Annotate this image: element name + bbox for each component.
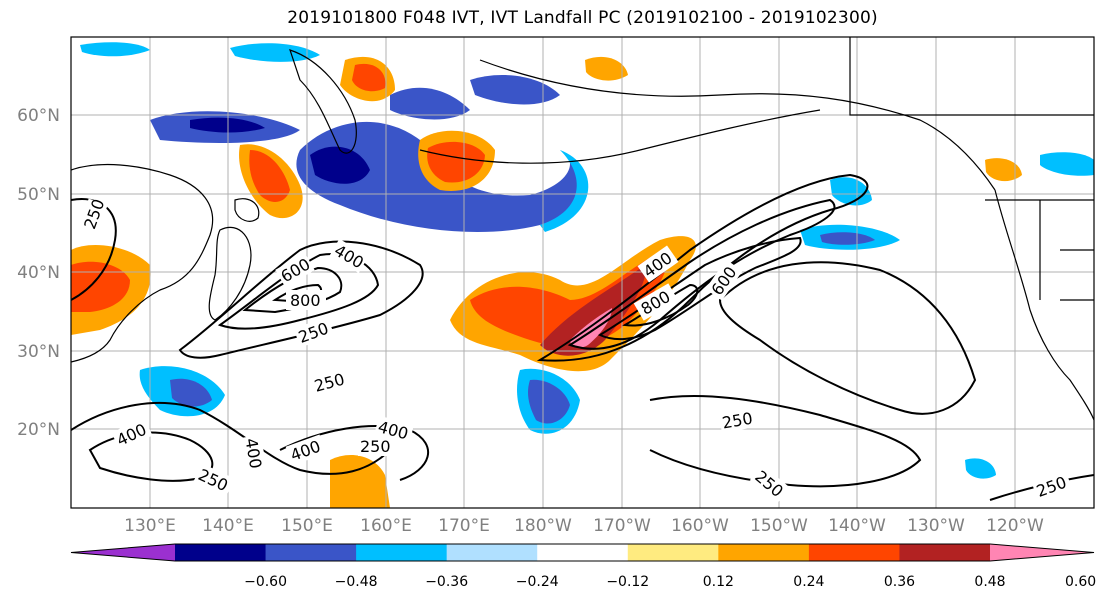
colorbar-segment [446,544,538,561]
lat-label: 50°N [17,185,60,205]
contour-kuroshio-250 [178,240,424,359]
colorbar-tick-label: −0.24 [516,574,559,590]
blue-top-mid [230,43,320,62]
lat-label: 30°N [17,342,60,362]
navy-core [310,146,370,184]
kamchatka-coast [289,49,357,154]
map-frame [70,36,1095,509]
contour-se-250 [649,394,922,488]
darkred-river [540,265,646,356]
blue-east-patch [820,232,875,245]
red-north-patch [352,63,386,92]
asia-coast [71,163,214,363]
cyan-far-ne [1040,152,1094,176]
colorbar-segment [175,544,267,561]
cyan-bottom-right [965,458,996,479]
orange-ne-patch [985,158,1022,182]
blue-patch-south [528,379,570,424]
contour-label-layer: 250 400 600 800 250 250 400 600 800 400 … [78,196,1073,504]
colorbar-segment [627,544,719,561]
red-west-edge [71,261,130,312]
na-west-coast [994,189,1094,421]
hokkaido-coast [234,198,260,222]
colorbar-tick-label: −0.48 [335,574,378,590]
red-ring-patch [427,141,485,183]
colorbar-tick-label: −0.60 [244,574,287,590]
contour-label: 800 [290,291,321,310]
lat-label: 60°N [17,106,60,126]
colorbar-tick-label: −0.12 [606,574,649,590]
contour-river-600 [597,236,802,341]
lon-label: 140°W [828,516,886,536]
coastlines [71,37,1094,421]
canada-border [849,37,1094,116]
orange-south-patch [330,455,390,508]
blue-patch-north [390,87,470,120]
colorbar-tick-label: 0.36 [884,574,915,590]
alaska-coast [479,59,996,191]
longitude-labels: 130°E 140°E 150°E 160°E 170°E 180°W 170°… [124,516,1044,536]
colorbar-segment [265,544,357,561]
lon-label: 130°W [907,516,965,536]
colorbar-tick-label: 0.60 [1065,574,1096,590]
colorbar-segment [899,544,991,561]
colorbar-extend-high [990,544,1094,561]
colorbar: −0.60 −0.48 −0.36 −0.24 −0.12 0.12 0.24 0.36 0.4… [70,543,1096,590]
lon-label: 180°W [514,516,572,536]
map-title: 2019101800 F048 IVT, IVT Landfall PC (20… [287,8,878,28]
japan-coast [208,226,252,321]
colorbar-segment [537,544,629,561]
colorbar-segment [808,544,900,561]
graticule [71,37,1094,508]
lon-label: 140°E [202,516,254,536]
colorbar-tick-label: 0.12 [703,574,734,590]
contour-label: 250 [360,437,391,456]
contour-river-400 [567,198,836,350]
lon-label: 160°E [360,516,412,536]
colorbar-tick-label: 0.24 [793,574,824,590]
colorbar-extend-low [71,544,175,561]
colorbar-tick-label: 0.48 [974,574,1005,590]
colorbar-outline [70,543,1095,562]
red-west-patch [249,150,290,202]
lon-label: 170°W [593,516,651,536]
lat-label: 20°N [17,420,60,440]
orange-far-ne [585,56,628,81]
lon-label: 150°W [750,516,808,536]
latitude-labels: 60°N 50°N 40°N 30°N 20°N [17,106,60,440]
colorbar-tick-label: −0.36 [425,574,468,590]
contour-east-loop [718,261,977,415]
blue-west-south [170,378,212,407]
cyan-arc-edge [540,150,589,232]
blue-patch-north2 [470,75,560,105]
colorbar-segment [356,544,448,561]
colorbar-segment [718,544,810,561]
blue-top-left [80,42,150,57]
lon-label: 170°E [438,516,490,536]
lat-label: 40°N [17,263,60,283]
lon-label: 120°W [986,516,1044,536]
lon-label: 150°E [281,516,333,536]
lon-label: 130°E [124,516,176,536]
aleutian-chain [419,109,821,164]
cyan-ne-patch [830,177,872,206]
lon-label: 160°W [671,516,729,536]
